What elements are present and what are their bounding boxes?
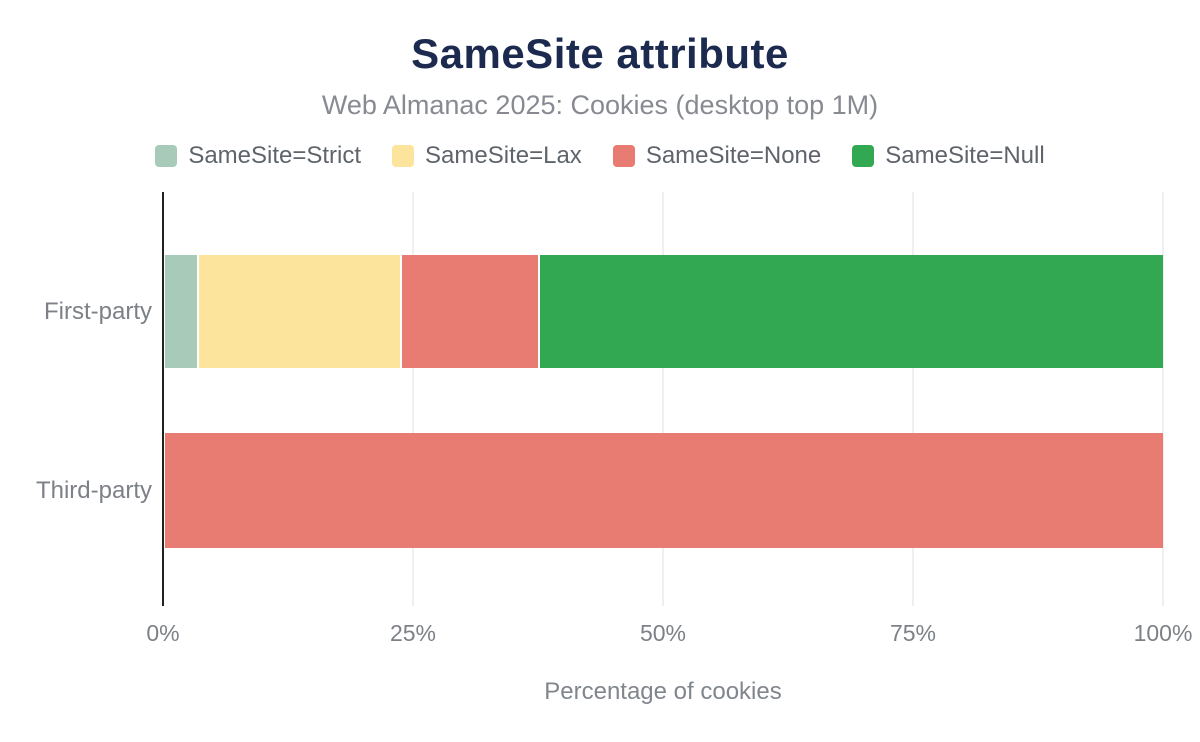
gridline (412, 192, 414, 606)
bar-segment[interactable] (196, 255, 400, 368)
x-tick-label: 75% (889, 620, 937, 646)
bar-row-third-party (165, 433, 1163, 548)
gridline (912, 192, 914, 606)
legend-item-4: SameSite=Null (852, 142, 1045, 170)
bar-segment[interactable] (165, 433, 1163, 548)
legend-label: SameSite=Lax (425, 142, 582, 169)
x-tick-label: 0% (146, 620, 180, 646)
gridline (662, 192, 664, 606)
legend-item-1: SameSite=Strict (155, 142, 361, 170)
bar-segment[interactable] (399, 255, 539, 368)
legend-label: SameSite=Null (885, 142, 1045, 169)
legend-item-3: SameSite=None (612, 142, 822, 170)
x-tick-label: 100% (1133, 620, 1193, 646)
legend-swatch-icon (392, 145, 415, 167)
y-axis-label: First-party (44, 297, 152, 325)
bar-row-first-party (165, 255, 1163, 368)
chart-subtitle: Web Almanac 2025: Cookies (desktop top 1… (321, 90, 879, 120)
legend: SameSite=Strict SameSite=Lax SameSite=None… (0, 142, 1200, 170)
legend-swatch-icon (155, 145, 178, 167)
legend-label: SameSite=None (645, 142, 822, 169)
y-axis-line (162, 192, 164, 606)
legend-swatch-icon (612, 145, 635, 167)
y-label-row: First-party (0, 255, 152, 368)
legend-item-2: SameSite=Lax (392, 142, 582, 170)
gridline (1162, 192, 1164, 606)
legend-label: SameSite=Strict (188, 142, 362, 169)
y-axis-label: Third-party (35, 476, 152, 504)
x-tick-label: 50% (639, 620, 687, 646)
y-label-row: Third-party (0, 433, 152, 548)
x-tick-label: 25% (389, 620, 437, 646)
x-axis-title: Percentage of cookies (544, 678, 782, 705)
legend-swatch-icon (852, 145, 875, 167)
bar-segment[interactable] (165, 255, 197, 368)
chart-title: SameSite attribute (411, 30, 789, 77)
bar-segment[interactable] (538, 255, 1163, 368)
